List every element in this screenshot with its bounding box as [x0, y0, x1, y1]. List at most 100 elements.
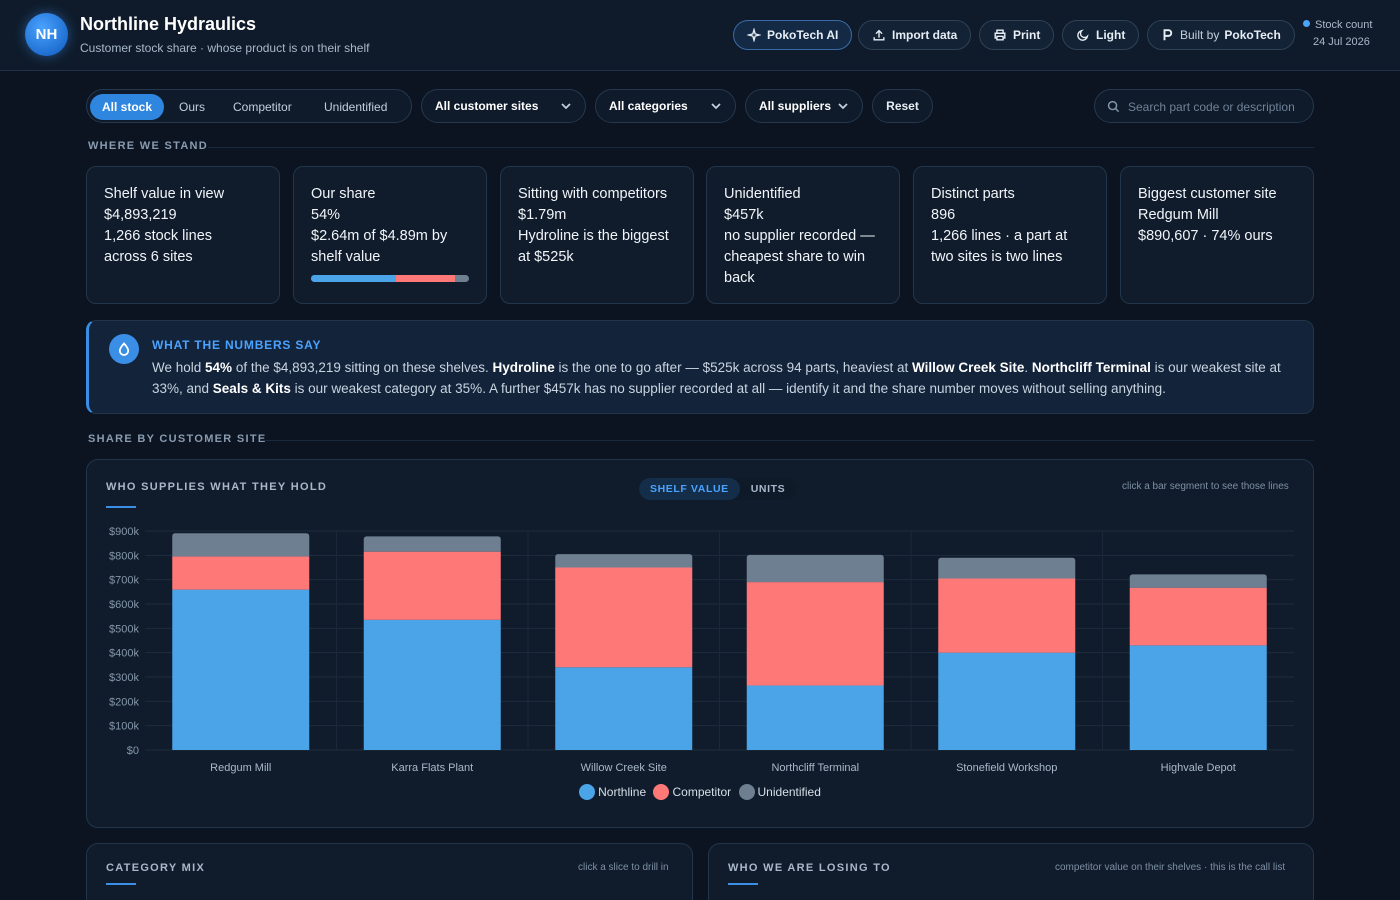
suppliers-dropdown[interactable]: All suppliers: [745, 89, 863, 123]
pokotech-ai-label: PokoTech AI: [767, 28, 839, 42]
kpi-value: $1.79m: [518, 207, 567, 223]
kpi-value: $4,893,219: [104, 207, 177, 223]
bar-segment-competitor[interactable]: [363, 551, 501, 620]
category-mix-card: [86, 843, 693, 900]
x-tick-label: Northcliff Terminal: [771, 762, 859, 774]
customer-sites-dropdown[interactable]: All customer sites: [421, 89, 586, 123]
kpi-detail: two sites is two lines: [931, 249, 1063, 265]
bar-segment-northline[interactable]: [363, 619, 501, 750]
y-tick-label: $300k: [109, 672, 139, 684]
section-heading-where-we-stand: WHERE WE STAND: [88, 140, 209, 152]
kpi-detail: at $525k: [518, 249, 574, 265]
share-bar-ours: [311, 275, 397, 282]
chevron-down-icon: [838, 103, 848, 110]
built-by-prefix: Built by: [1180, 28, 1220, 42]
bar-segment-competitor[interactable]: [172, 556, 310, 590]
bar-segment-competitor[interactable]: [1129, 587, 1267, 646]
section-divider: [260, 440, 1314, 441]
bar-segment-unidentified[interactable]: [172, 533, 310, 557]
legend-item-unidentified[interactable]: Unidentified: [738, 784, 821, 800]
site-stacked-bar-chart: $0 $100k $200k $300k $400k $500k $600k $700k $80…: [109, 526, 1294, 774]
import-data-label: Import data: [892, 28, 958, 42]
bar-segment-competitor[interactable]: [938, 578, 1076, 653]
segment-all-stock[interactable]: All stock: [90, 94, 165, 120]
kpi-detail: Hydroline is the biggest: [518, 228, 669, 244]
categories-dropdown[interactable]: All categories: [595, 89, 736, 123]
top-bar: NH Northline Hydraulics Customer stock s…: [0, 0, 1400, 71]
bar-segment-unidentified[interactable]: [938, 557, 1076, 579]
customer-sites-value: All customer sites: [435, 99, 539, 113]
kpi-card-unidentified: Unidentified $457k no supplier recorded …: [706, 166, 900, 304]
theme-toggle-button[interactable]: Light: [1062, 20, 1140, 50]
y-tick-label: $100k: [109, 721, 139, 733]
losing-to-hint: competitor value on their shelves · this…: [1055, 862, 1286, 873]
status-dot-icon: [1303, 20, 1310, 27]
x-tick-label: Willow Creek Site: [581, 762, 667, 774]
kpi-title: Shelf value in view: [104, 186, 225, 202]
losing-to-card: [708, 843, 1314, 900]
bar-segment-competitor[interactable]: [746, 582, 884, 686]
legend-label: Competitor: [672, 785, 732, 799]
stock-filter-segmented-control: All stock Ours Competitor Unidentified: [86, 89, 412, 123]
bar-segment-unidentified[interactable]: [1129, 574, 1267, 588]
title-underline: [728, 883, 758, 885]
y-tick-label: $700k: [109, 575, 139, 587]
segment-competitor[interactable]: Competitor: [233, 100, 292, 114]
y-tick-label: $0: [127, 745, 139, 757]
site-chart-hint: click a bar segment to see those lines: [1122, 481, 1289, 492]
import-data-button[interactable]: Import data: [858, 20, 972, 50]
legend-label: Northline: [598, 785, 647, 799]
print-label: Print: [1013, 28, 1041, 42]
kpi-detail: 1,266 stock lines: [104, 228, 213, 244]
section-heading-share-by-site: SHARE BY CUSTOMER SITE: [88, 433, 267, 445]
bar-segment-northline[interactable]: [1129, 645, 1267, 750]
bar-segment-northline[interactable]: [172, 589, 310, 750]
built-by-badge[interactable]: Built by PokoTech: [1147, 20, 1295, 50]
sparkle-icon: [747, 28, 761, 42]
company-logo: NH: [25, 13, 68, 56]
segment-ours[interactable]: Ours: [179, 100, 206, 114]
stock-count-label: Stock count: [1303, 19, 1372, 31]
kpi-title: Our share: [311, 186, 376, 202]
legend-swatch: [738, 784, 755, 800]
toggle-shelf-value[interactable]: SHELF VALUE: [639, 478, 740, 500]
kpi-card-distinct-parts: Distinct parts 896 1,266 lines · a part …: [913, 166, 1107, 304]
kpi-title: Distinct parts: [931, 186, 1015, 202]
toggle-units[interactable]: UNITS: [750, 483, 786, 495]
x-tick-label: Redgum Mill: [210, 762, 271, 774]
search-input[interactable]: [1128, 97, 1306, 117]
kpi-card-shelf-value: Shelf value in view $4,893,219 1,266 sto…: [86, 166, 280, 304]
search-icon: [1107, 100, 1120, 113]
chevron-down-icon: [711, 103, 721, 110]
bar-segment-competitor[interactable]: [555, 567, 693, 668]
search-box: [1094, 89, 1314, 123]
legend-item-competitor[interactable]: Competitor: [653, 784, 731, 800]
bar-segment-unidentified[interactable]: [746, 554, 884, 583]
share-bar-competitor: [396, 275, 455, 282]
legend-item-northline[interactable]: Northline: [579, 784, 646, 800]
category-mix-hint: click a slice to drill in: [578, 862, 669, 873]
reset-filters-button[interactable]: Reset: [872, 89, 933, 123]
print-button[interactable]: Print: [979, 20, 1055, 50]
legend-swatch: [653, 784, 670, 800]
printer-icon: [994, 29, 1006, 41]
value-units-toggle: SHELF VALUE UNITS: [639, 478, 797, 500]
bar-segment-northline[interactable]: [555, 667, 693, 750]
bar-segment-unidentified[interactable]: [363, 536, 501, 552]
section-divider: [208, 147, 1314, 148]
bar-segment-northline[interactable]: [746, 685, 884, 750]
kpi-value: 54%: [311, 207, 341, 223]
insight-title: WHAT THE NUMBERS SAY: [152, 338, 322, 352]
bar-segment-northline[interactable]: [938, 652, 1076, 750]
losing-to-title: WHO WE ARE LOSING TO: [728, 862, 891, 874]
share-progress-bar: [311, 275, 469, 282]
built-by-brand: PokoTech: [1224, 28, 1281, 42]
insight-panel: WHAT THE NUMBERS SAY We hold 54% of the …: [86, 320, 1314, 414]
y-tick-label: $500k: [109, 623, 139, 635]
segment-unidentified[interactable]: Unidentified: [324, 100, 388, 114]
moon-icon: [1077, 29, 1089, 41]
app-subtitle: Customer stock share · whose product is …: [80, 41, 370, 55]
chart-legend: Northline Competitor Unidentified: [0, 784, 1400, 803]
bar-segment-unidentified[interactable]: [555, 554, 693, 568]
pokotech-ai-button[interactable]: PokoTech AI: [733, 20, 853, 50]
